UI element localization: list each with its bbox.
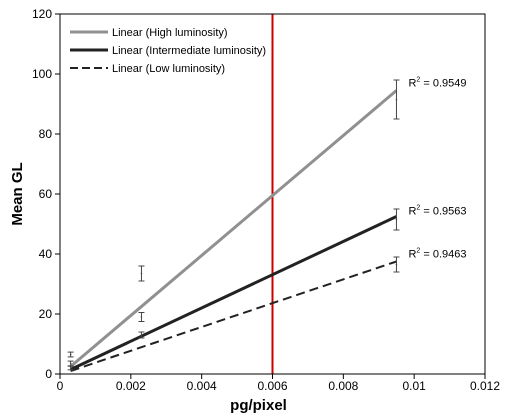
x-tick-label: 0.012	[470, 379, 500, 393]
error-bar	[67, 365, 74, 371]
data-point	[69, 362, 72, 365]
r-squared-r: R	[408, 249, 416, 261]
y-axis-title: Mean GL	[9, 162, 26, 225]
data-point	[140, 316, 143, 318]
error-bar	[393, 256, 400, 273]
trendline-0	[69, 89, 398, 368]
r-squared-r: R	[408, 78, 416, 90]
legend-label-2: Linear (Low luminosity)	[112, 63, 225, 75]
trendline-1	[69, 215, 398, 371]
axes: 0 20 40 60 80 100 120 0 0.002 0.004 0.006 0.008 0.01…	[9, 7, 500, 414]
error-bar	[138, 312, 145, 322]
data-point	[140, 272, 143, 275]
r-squared-exponent: 2	[416, 205, 420, 212]
x-tick-label: 0.01	[402, 379, 426, 393]
data-point	[69, 353, 72, 356]
data-point	[395, 263, 398, 266]
r-squared-exponent: 2	[416, 77, 420, 84]
x-tick-label: 0.002	[116, 379, 146, 393]
r-squared-label: R2 = 0.9563	[408, 205, 466, 218]
error-bar	[67, 351, 74, 358]
y-tick-label: 100	[32, 67, 52, 81]
error-bar	[138, 265, 145, 282]
y-tick-label: 80	[39, 127, 53, 141]
error-bar	[138, 331, 145, 339]
legend-label-0: Linear (High luminosity)	[112, 27, 228, 39]
x-tick-label: 0.006	[257, 379, 287, 393]
data-point	[140, 334, 143, 336]
r-squared-r: R	[408, 206, 416, 218]
r-squared-value: = 0.9563	[420, 206, 466, 218]
r-squared-label: R2 = 0.9463	[408, 248, 466, 261]
x-tick-label: 0.008	[328, 379, 358, 393]
legend-label-1: Linear (Intermediate luminosity)	[112, 45, 266, 57]
r-squared-value: = 0.9463	[420, 249, 466, 261]
y-tick-label: 120	[32, 7, 52, 21]
data-point	[395, 98, 398, 101]
x-tick-label: 0	[57, 379, 64, 393]
data-point	[69, 367, 72, 369]
y-tick-label: 20	[39, 307, 53, 321]
y-tick-label: 60	[39, 187, 53, 201]
r-squared-value: = 0.9549	[420, 78, 466, 90]
y-tick-label: 40	[39, 247, 53, 261]
error-bar	[393, 208, 400, 231]
error-bar	[393, 79, 400, 120]
trendline-2	[70, 260, 397, 372]
r-squared-exponent: 2	[416, 248, 420, 255]
y-tick-label: 0	[45, 367, 52, 381]
legend: Linear (High luminosity) Linear (Intermed…	[70, 27, 266, 75]
x-tick-label: 0.004	[187, 379, 217, 393]
data-point	[395, 218, 398, 221]
x-axis-title: pg/pixel	[230, 397, 287, 414]
r-squared-label: R2 = 0.9549	[408, 77, 466, 90]
